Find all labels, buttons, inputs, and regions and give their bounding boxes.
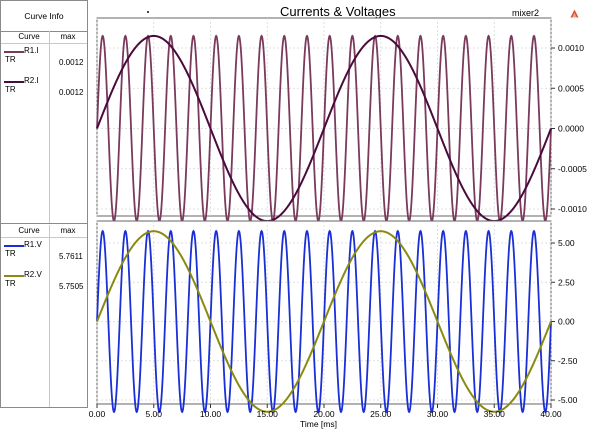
y-tick-label: 2.50 — [558, 277, 575, 287]
curve-name: R2.I — [24, 76, 39, 85]
x-tick-label: 15.00 — [257, 409, 279, 419]
curve-type: TR — [5, 279, 16, 288]
curve-color-swatch — [4, 275, 24, 277]
curve-color-swatch — [4, 245, 24, 247]
x-tick-label: 35.00 — [484, 409, 506, 419]
column-header-max: max — [60, 32, 76, 41]
triangle-logo-icon — [570, 9, 579, 18]
curve-type: TR — [5, 85, 16, 94]
curve-name: R1.V — [24, 240, 42, 249]
column-divider — [49, 237, 50, 407]
curve-row-r2-v[interactable]: R2.V TR 5.7505 — [1, 268, 87, 298]
y-tick-label: 0.0000 — [558, 124, 584, 134]
curve-max-value: 5.7505 — [59, 282, 84, 291]
curve-name: R1.I — [24, 46, 39, 55]
curve-info-title: Curve Info — [1, 1, 87, 32]
curve-max-value: 5.7611 — [59, 252, 83, 261]
current-plot[interactable]: 0.0010 0.0005 0.0000 -0.0005 -0.0010 — [96, 17, 587, 223]
x-tick-label: 20.00 — [313, 409, 335, 419]
chart-title: Currents & Voltages — [280, 4, 396, 19]
column-header-max: max — [60, 226, 76, 235]
column-divider — [49, 43, 50, 223]
curve-type: TR — [5, 249, 16, 258]
curve-row-r1-i[interactable]: R1.I TR 0.0012 — [1, 44, 87, 74]
curve-row-r2-i[interactable]: R2.I TR 0.0012 — [1, 74, 87, 104]
curve-color-swatch — [4, 81, 24, 83]
curve-name: R2.V — [24, 270, 42, 279]
design-name: mixer2 — [512, 8, 540, 18]
series-line-r2-i — [96, 34, 552, 223]
curve-max-value: 0.0012 — [59, 58, 84, 67]
x-tick-label: 30.00 — [427, 409, 449, 419]
x-tick-label: 0.00 — [89, 409, 106, 419]
y-tick-label: 0.0005 — [558, 83, 584, 93]
curve-row-r1-v[interactable]: R1.V TR 5.7611 — [1, 238, 87, 268]
y-tick-label: -0.0010 — [558, 204, 587, 214]
y-tick-label: 5.00 — [558, 238, 575, 248]
voltage-plot[interactable]: 5.00 2.50 0.00 -2.50 -5.00 0.00 5.00 10.00 15.00… — [89, 220, 578, 419]
curve-info-group-voltages: Curve max R1.V TR 5.7611 R2.V TR 5.7505 — [1, 225, 87, 298]
y-tick-label: -0.0005 — [558, 164, 587, 174]
x-tick-label: 5.00 — [145, 409, 162, 419]
curve-info-panel: Curve Info Curve max R1.I TR 0.0012 R2.I… — [0, 0, 88, 408]
curve-info-header: Curve max — [1, 225, 87, 238]
curve-max-value: 0.0012 — [59, 88, 84, 97]
x-tick-label: 25.00 — [370, 409, 392, 419]
x-tick-label: 40.00 — [540, 409, 562, 419]
column-divider — [49, 31, 50, 43]
series-line-r2-v — [96, 230, 552, 413]
curve-info-group-currents: Curve max R1.I TR 0.0012 R2.I TR 0.0012 — [1, 31, 87, 104]
group-divider — [1, 223, 87, 224]
y-tick-label: 0.0010 — [558, 43, 584, 53]
marker-dot — [147, 11, 149, 13]
curve-type: TR — [5, 55, 16, 64]
y-tick-label: -5.00 — [558, 395, 578, 405]
column-header-curve: Curve — [18, 226, 40, 235]
curve-color-swatch — [4, 51, 24, 53]
x-tick-label: 10.00 — [200, 409, 222, 419]
column-header-curve: Curve — [18, 32, 40, 41]
column-divider — [49, 225, 50, 237]
x-axis-label: Time [ms] — [300, 419, 337, 429]
y-tick-label: -2.50 — [558, 356, 578, 366]
y-tick-label: 0.00 — [558, 317, 575, 327]
curve-info-header: Curve max — [1, 31, 87, 44]
